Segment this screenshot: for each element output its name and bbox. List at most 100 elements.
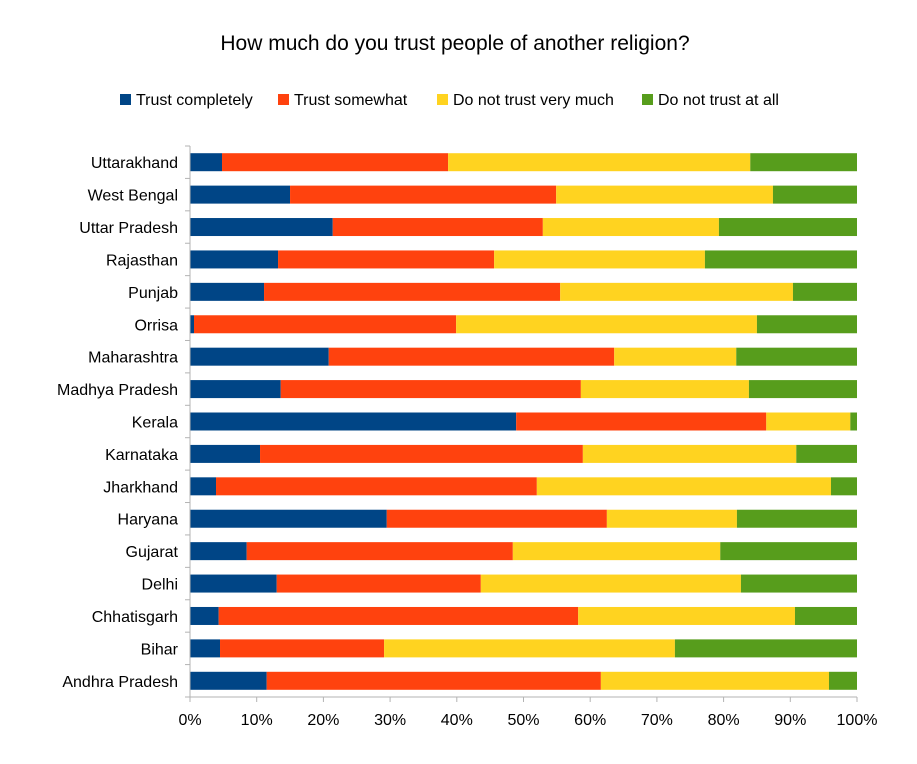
bar-segment [582, 444, 797, 463]
bar-segment [190, 477, 217, 496]
category-label: Kerala [132, 415, 178, 432]
bar-segment [580, 380, 749, 399]
category-label: Uttar Pradesh [79, 220, 178, 237]
bar-segment [456, 315, 757, 334]
bar-segment [190, 639, 221, 658]
bar-segment [830, 477, 857, 496]
category-label: Gujarat [126, 544, 179, 561]
x-tick-label: 100% [837, 712, 878, 729]
bar-segment [748, 380, 857, 399]
x-tick-label: 70% [641, 712, 673, 729]
bar-segment [736, 347, 857, 366]
bar-segment [190, 542, 247, 561]
bar-segment [386, 509, 607, 528]
bar-segment [246, 542, 513, 561]
bar-segment [448, 153, 751, 172]
bar-segment [766, 412, 851, 431]
bar-segment [480, 574, 741, 593]
bar-segment [216, 477, 537, 496]
bar-segment [740, 574, 857, 593]
x-tick-label: 80% [708, 712, 740, 729]
x-tick-label: 20% [307, 712, 339, 729]
bar-segment [260, 444, 583, 463]
category-label: Jharkhand [103, 479, 178, 496]
category-label: Madhya Pradesh [57, 382, 178, 399]
bar-segment [190, 574, 277, 593]
bar-segment [750, 153, 857, 172]
bar-segment [280, 380, 581, 399]
bar-segment [556, 185, 773, 204]
x-tick-label: 30% [374, 712, 406, 729]
bar-segment [190, 671, 267, 690]
category-label: Rajasthan [106, 252, 178, 269]
x-tick-label: 0% [178, 712, 201, 729]
category-label: Chhatisgarh [92, 609, 178, 626]
bar-segment [578, 606, 795, 625]
bar-segment [220, 639, 385, 658]
legend-label: Do not trust at all [658, 92, 779, 109]
legend-swatch [278, 94, 289, 105]
bar-segment [190, 153, 223, 172]
bar-segment [542, 218, 719, 237]
bar-segment [718, 218, 857, 237]
category-label: Andhra Pradesh [62, 674, 178, 691]
bar-segment [384, 639, 675, 658]
bar-segment [266, 671, 601, 690]
bar-segment [674, 639, 857, 658]
x-tick-label: 40% [441, 712, 473, 729]
legend: Trust completely Trust somewhat Do not tru… [120, 92, 779, 109]
bar-segment [536, 477, 831, 496]
bar-segment [792, 282, 857, 301]
x-tick-label: 50% [507, 712, 539, 729]
bar-segment [736, 509, 857, 528]
bar-segment [190, 606, 219, 625]
bar-segment [772, 185, 857, 204]
bar-segment [516, 412, 767, 431]
legend-label: Trust somewhat [294, 92, 408, 109]
bar-segment [756, 315, 857, 334]
category-label: Haryana [118, 512, 179, 529]
bar-segment [190, 282, 265, 301]
category-label: Orrisa [134, 317, 178, 334]
bar-segment [278, 250, 495, 269]
bar-segment [290, 185, 557, 204]
bar-segment [264, 282, 561, 301]
legend-label: Do not trust very much [453, 92, 614, 109]
bar-segment [218, 606, 579, 625]
bar-segment [828, 671, 857, 690]
chart-title: How much do you trust people of another … [220, 32, 689, 55]
bar-segment [190, 250, 279, 269]
x-tick-label: 10% [241, 712, 273, 729]
category-label: Uttarakhand [91, 155, 178, 172]
bar-segment [512, 542, 721, 561]
legend-swatch [642, 94, 653, 105]
legend-swatch [437, 94, 448, 105]
bar-segment [190, 380, 281, 399]
bar-segment [720, 542, 857, 561]
bar-segment [850, 412, 857, 431]
bar-segment [796, 444, 857, 463]
x-tick-label: 60% [574, 712, 606, 729]
bar-segment [328, 347, 615, 366]
bars [190, 153, 857, 690]
bar-segment [560, 282, 793, 301]
bar-segment [794, 606, 857, 625]
category-label: West Bengal [88, 188, 178, 205]
bar-segment [190, 315, 195, 334]
bar-segment [332, 218, 543, 237]
category-label: Delhi [142, 577, 178, 594]
bar-segment [276, 574, 481, 593]
bar-segment [190, 218, 333, 237]
x-tick-label: 90% [774, 712, 806, 729]
category-label: Maharashtra [88, 350, 178, 367]
bar-segment [190, 509, 387, 528]
category-label: Karnataka [105, 447, 178, 464]
bar-segment [190, 412, 517, 431]
bar-segment [190, 347, 329, 366]
bar-segment [494, 250, 705, 269]
axes: Uttarakhand West Bengal Uttar Pradesh Rajas… [57, 145, 878, 729]
legend-label: Trust completely [136, 92, 253, 109]
bar-segment [222, 153, 449, 172]
bar-segment [606, 509, 737, 528]
